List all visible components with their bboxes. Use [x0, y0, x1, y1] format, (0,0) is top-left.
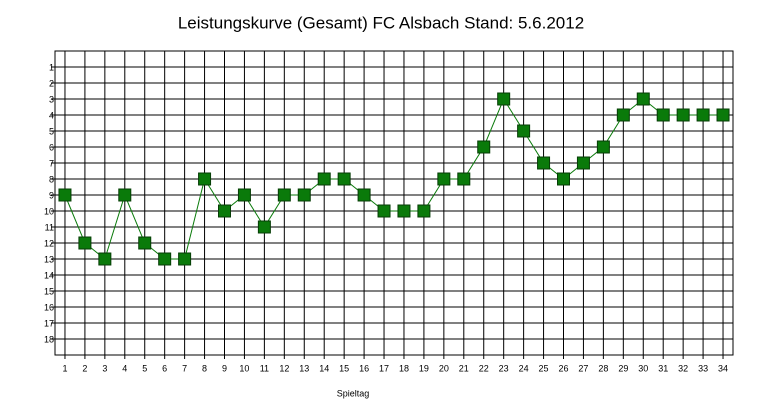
x-axis-label: Spieltag [337, 388, 370, 398]
y-tick-label: 14 [44, 270, 54, 280]
point-marker [696, 108, 710, 122]
x-tick-label: 14 [319, 363, 329, 373]
x-tick-label: 13 [299, 363, 309, 373]
x-tick-label: 9 [222, 363, 227, 373]
x-tick-label: 18 [399, 363, 409, 373]
x-tick-label: 16 [359, 363, 369, 373]
point-marker [237, 188, 251, 202]
point-marker [716, 108, 730, 122]
x-tick-label: 27 [578, 363, 588, 373]
point-marker [377, 204, 391, 218]
y-tick-label: 17 [44, 318, 54, 328]
x-tick-label: 4 [122, 363, 127, 373]
point-marker [78, 236, 92, 250]
x-tick-label: 23 [499, 363, 509, 373]
x-tick-label: 19 [419, 363, 429, 373]
point-marker [517, 124, 531, 138]
point-marker [277, 188, 291, 202]
point-marker [317, 172, 331, 186]
point-marker [437, 172, 451, 186]
y-tick-label: 10 [44, 206, 54, 216]
point-marker [417, 204, 431, 218]
x-tick-label: 21 [459, 363, 469, 373]
point-marker [118, 188, 132, 202]
x-tick-label: 7 [182, 363, 187, 373]
y-tick-label: 6 [49, 142, 54, 152]
x-tick-label: 26 [558, 363, 568, 373]
point-marker [576, 156, 590, 170]
x-tick-label: 28 [598, 363, 608, 373]
x-tick-label: 31 [658, 363, 668, 373]
x-tick-label: 8 [202, 363, 207, 373]
point-marker [676, 108, 690, 122]
point-marker [58, 188, 72, 202]
x-tick-label: 24 [519, 363, 529, 373]
x-tick-label: 29 [618, 363, 628, 373]
point-marker [98, 252, 112, 266]
point-marker [616, 108, 630, 122]
point-marker [158, 252, 172, 266]
point-marker [537, 156, 551, 170]
point-marker [397, 204, 411, 218]
x-tick-label: 2 [82, 363, 87, 373]
x-tick-label: 22 [479, 363, 489, 373]
chart-title: Leistungskurve (Gesamt) FC Alsbach Stand… [178, 13, 584, 32]
y-tick-label: 15 [44, 286, 54, 296]
point-marker [257, 220, 271, 234]
point-marker [636, 92, 650, 106]
y-tick-label: 3 [49, 94, 54, 104]
x-tick-label: 6 [162, 363, 167, 373]
x-tick-label: 20 [439, 363, 449, 373]
y-tick-label: 11 [45, 222, 54, 232]
x-tick-label: 12 [279, 363, 289, 373]
series-line [64, 97, 724, 260]
x-tick-label: 30 [638, 363, 648, 373]
y-tick-label: 9 [49, 190, 54, 200]
y-tick-label: 5 [49, 126, 54, 136]
point-marker [596, 140, 610, 154]
y-tick-label: 1 [49, 62, 54, 72]
x-tick-label: 33 [698, 363, 708, 373]
y-tick-label: 2 [49, 78, 54, 88]
x-tick-label: 1 [62, 363, 67, 373]
x-tick-label: 32 [678, 363, 688, 373]
point-marker [477, 140, 491, 154]
x-tick-label: 10 [239, 363, 249, 373]
point-marker [357, 188, 371, 202]
plot-frame [54, 50, 734, 356]
x-tick-label: 11 [260, 363, 269, 373]
y-tick-label: 12 [44, 238, 54, 248]
point-marker [457, 172, 471, 186]
x-tick-label: 5 [142, 363, 147, 373]
x-tick-label: 15 [339, 363, 349, 373]
point-marker [138, 236, 152, 250]
point-marker [557, 172, 570, 186]
y-tick-label: 7 [49, 158, 54, 168]
y-tick-label: 13 [44, 254, 54, 264]
y-tick-label: 8 [49, 174, 54, 184]
point-marker [198, 172, 212, 186]
x-tick-label: 25 [539, 363, 549, 373]
y-tick-label: 18 [44, 334, 54, 344]
y-tick-label: 16 [44, 302, 54, 312]
point-marker [656, 108, 670, 122]
point-marker [297, 188, 311, 202]
point-marker [497, 92, 511, 106]
point-marker [178, 252, 192, 266]
x-tick-label: 34 [718, 363, 728, 373]
point-marker [337, 172, 351, 186]
x-tick-label: 3 [102, 363, 107, 373]
point-marker [218, 204, 231, 218]
y-tick-label: 4 [49, 110, 54, 120]
x-tick-label: 17 [379, 363, 389, 373]
